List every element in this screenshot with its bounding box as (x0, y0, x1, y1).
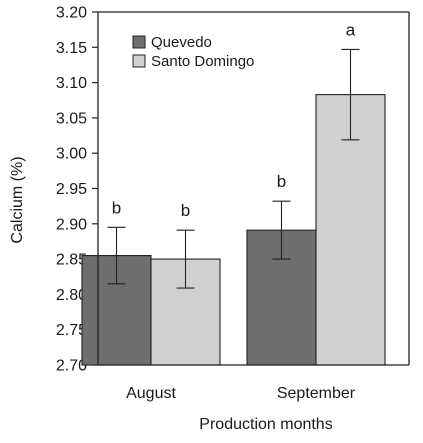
x-category-label: September (277, 385, 356, 402)
significance-letters: b b b a (112, 20, 356, 220)
legend-swatch (132, 54, 146, 68)
legend-label: Quevedo (151, 34, 212, 51)
bars (81, 94, 386, 366)
y-tick-label: 3.00 (56, 146, 87, 163)
y-tick-label: 3.10 (56, 75, 87, 92)
x-axis-title: Production months (199, 416, 332, 433)
y-tick-label: 3.20 (56, 5, 87, 22)
significance-letter: b (277, 172, 286, 191)
legend-label: Santo Domingo (151, 53, 254, 70)
y-tick-label: 3.15 (56, 40, 87, 57)
y-tick-label: 3.05 (56, 110, 87, 127)
y-tick-label: 2.85 (56, 252, 87, 269)
x-category-label: August (126, 385, 176, 402)
significance-letter: b (112, 198, 121, 217)
x-axis-categories: August September (126, 385, 356, 402)
y-tick-label: 2.80 (56, 287, 87, 304)
plot-frame (97, 11, 410, 366)
y-tick-label: 2.70 (56, 358, 87, 375)
y-tick-label: 2.90 (56, 216, 87, 233)
significance-letter: a (346, 20, 356, 39)
legend: Quevedo Santo Domingo (132, 34, 254, 70)
y-axis-ticks: 2.70 2.75 2.80 2.85 2.90 2.95 3.00 3.05 3.10 3.15… (56, 5, 98, 375)
legend-swatch (132, 35, 146, 49)
y-tick-label: 2.95 (56, 181, 87, 198)
error-bars (107, 48, 360, 289)
significance-letter: b (181, 201, 190, 220)
y-tick-label: 2.75 (56, 322, 87, 339)
y-axis-title: Calcium (%) (9, 156, 26, 243)
